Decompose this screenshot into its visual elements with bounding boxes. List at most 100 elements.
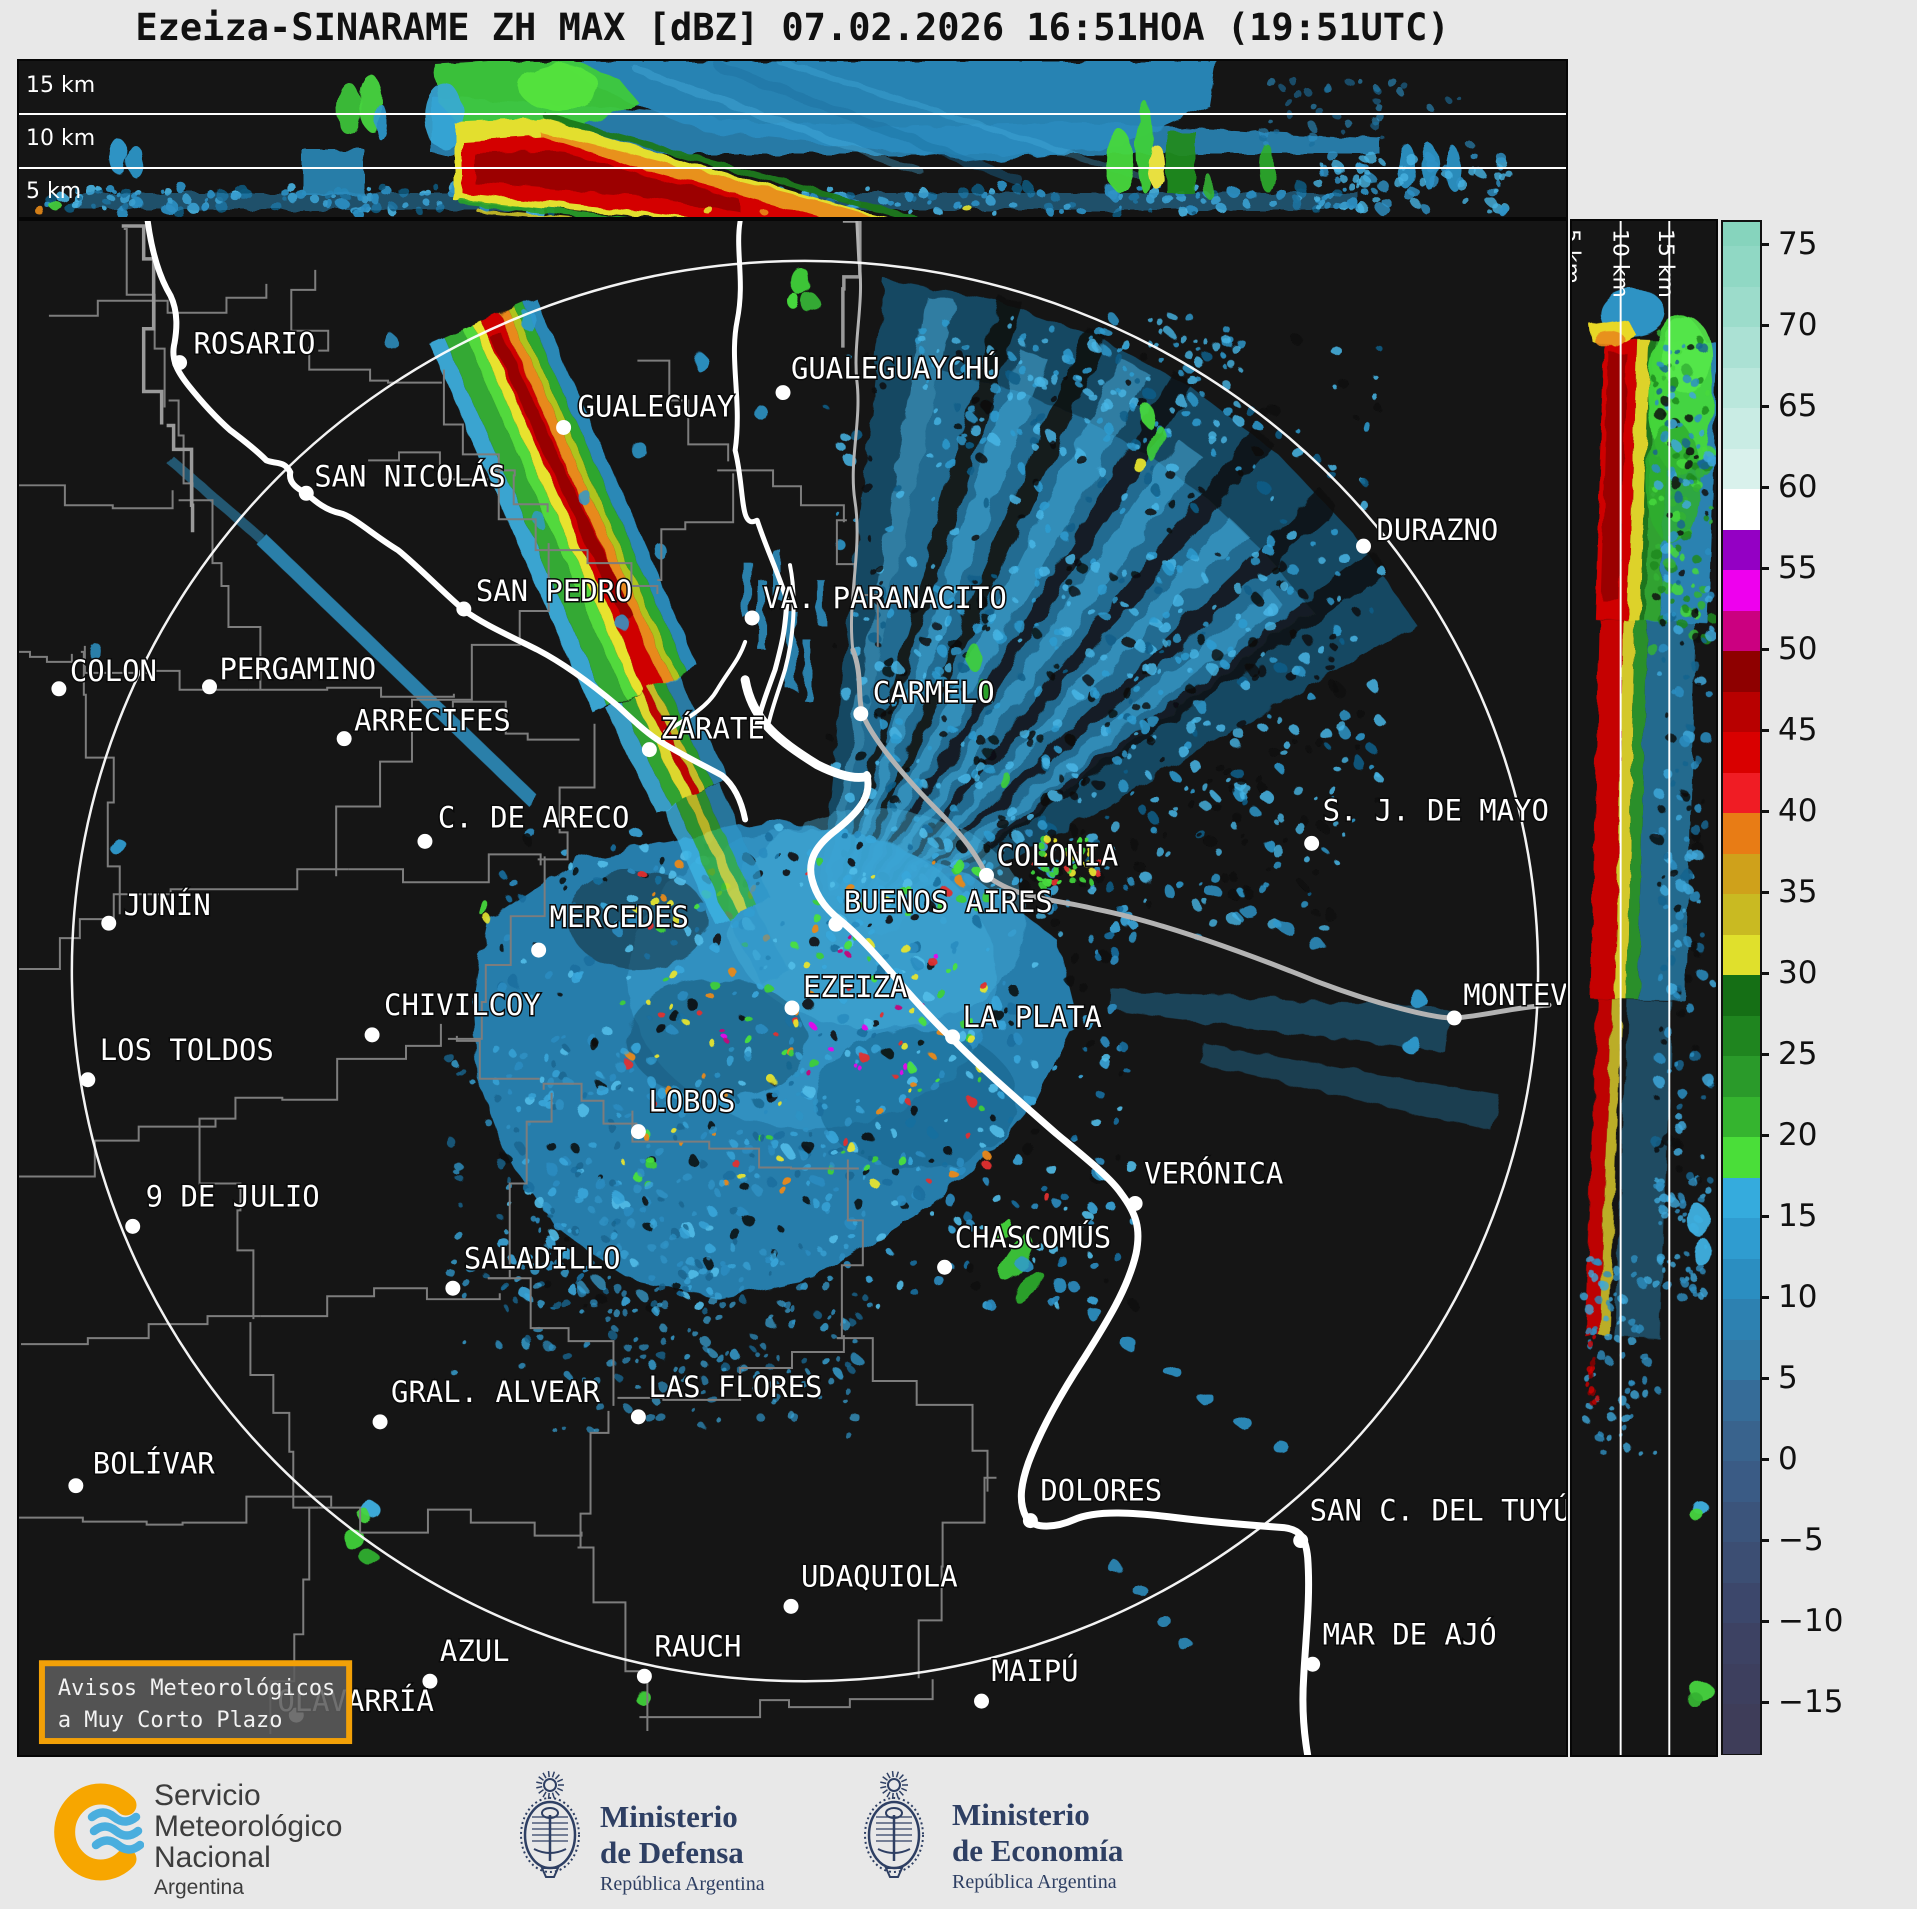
svg-text:ROSARIO: ROSARIO xyxy=(194,327,316,361)
svg-text:10 km: 10 km xyxy=(1607,229,1632,298)
colorbar-tick xyxy=(1760,972,1769,976)
svg-text:COLONIA: COLONIA xyxy=(996,838,1118,872)
svg-text:SAN NICOLÁS: SAN NICOLÁS xyxy=(314,459,505,493)
colorbar-tick-label: 35 xyxy=(1778,874,1818,911)
colorbar-tick-label: 55 xyxy=(1778,550,1818,587)
svg-text:CHASCOMÚS: CHASCOMÚS xyxy=(955,1220,1112,1254)
svg-text:VA. PARANACITO: VA. PARANACITO xyxy=(763,581,1007,615)
colorbar-tick xyxy=(1760,729,1769,733)
warning-box: Avisos Meteorológicos a Muy Corto Plazo xyxy=(38,1660,353,1745)
colorbar-segment xyxy=(1723,327,1760,369)
svg-text:VERÓNICA: VERÓNICA xyxy=(1144,1156,1283,1190)
svg-text:MAIPÚ: MAIPÚ xyxy=(991,1654,1078,1688)
footer: Servicio Meteorológico Nacional Argentin… xyxy=(0,1757,1917,1909)
svg-text:SAN PEDRO: SAN PEDRO xyxy=(476,574,633,608)
svg-text:a Muy Corto Plazo: a Muy Corto Plazo xyxy=(58,1708,283,1733)
colorbar-tick-label: −15 xyxy=(1778,1684,1844,1721)
svg-text:LOS TOLDOS: LOS TOLDOS xyxy=(100,1033,274,1067)
smn-line2: Meteorológico xyxy=(154,1809,343,1843)
svg-text:CHIVILCOY: CHIVILCOY xyxy=(384,988,541,1022)
colorbar-tick-label: 70 xyxy=(1778,307,1818,344)
svg-text:SALADILLO: SALADILLO xyxy=(464,1241,621,1275)
svg-text:UDAQUIOLA: UDAQUIOLA xyxy=(801,1559,958,1593)
svg-text:BUENOS AIRES: BUENOS AIRES xyxy=(844,885,1053,919)
economia-line1: Ministerio xyxy=(952,1797,1090,1832)
colorbar-segment xyxy=(1723,1623,1760,1665)
economia-wordmark: Ministerio de Economía República Argenti… xyxy=(952,1797,1123,1894)
colorbar-segment xyxy=(1723,813,1760,855)
svg-text:S. J. DE MAYO: S. J. DE MAYO xyxy=(1323,793,1549,827)
economia-line3: República Argentina xyxy=(952,1871,1117,1893)
colorbar-tick xyxy=(1760,891,1769,895)
svg-text:PERGAMINO: PERGAMINO xyxy=(219,652,376,686)
defensa-coat-of-arms xyxy=(520,1770,580,1878)
right-cross-section-canvas: 5 km 10 km 15 km xyxy=(1572,221,1716,1755)
colorbar-segment xyxy=(1723,222,1760,248)
svg-text:GRAL. ALVEAR: GRAL. ALVEAR xyxy=(391,1375,600,1409)
colorbar-segment xyxy=(1723,1582,1760,1625)
smn-wordmark: Servicio Meteorológico Nacional Argentin… xyxy=(154,1780,343,1899)
page-title: Ezeiza-SINARAME ZH MAX [dBZ] 07.02.2026 … xyxy=(135,6,1450,49)
radar-map: ROSARIO GUALEGUAYCHÚ GUALEGUAY SAN NICOLÁS D… xyxy=(17,219,1568,1757)
colorbar-segment xyxy=(1723,1380,1760,1422)
svg-text:9 DE JULIO: 9 DE JULIO xyxy=(146,1179,320,1213)
svg-text:C. DE ARECO: C. DE ARECO xyxy=(438,800,629,834)
colorbar-segment xyxy=(1723,1218,1760,1260)
smn-line3: Nacional xyxy=(154,1840,271,1874)
colorbar-tick xyxy=(1760,1458,1769,1462)
defensa-line1: Ministerio xyxy=(600,1799,738,1834)
svg-text:ARRECIFES: ARRECIFES xyxy=(354,704,511,738)
colorbar-tick-label: 65 xyxy=(1778,388,1818,425)
colorbar-tick xyxy=(1760,1296,1769,1300)
colorbar-segment xyxy=(1723,1299,1760,1341)
economia-line2: de Economía xyxy=(952,1833,1124,1868)
colorbar-segment xyxy=(1723,1663,1760,1706)
colorbar-segment xyxy=(1723,286,1760,329)
colorbar-tick-label: 5 xyxy=(1778,1360,1798,1397)
svg-text:15 km: 15 km xyxy=(1653,229,1678,298)
svg-text:15 km: 15 km xyxy=(26,73,95,98)
colorbar-segment xyxy=(1723,1501,1760,1544)
colorbar-tick xyxy=(1760,648,1769,652)
svg-text:MAR DE AJÓ: MAR DE AJÓ xyxy=(1323,1617,1497,1651)
vertical-cross-section-right: 5 km 10 km 15 km xyxy=(1570,219,1718,1757)
colorbar-tick-label: 0 xyxy=(1778,1441,1798,1478)
colorbar-segment xyxy=(1723,1137,1760,1179)
smn-orange-c xyxy=(54,1783,137,1881)
colorbar-segment xyxy=(1723,934,1760,977)
colorbar-tick xyxy=(1760,243,1769,247)
svg-text:AZUL: AZUL xyxy=(440,1634,510,1668)
radar-map-canvas: ROSARIO GUALEGUAYCHÚ GUALEGUAY SAN NICOLÁS D… xyxy=(19,221,1566,1755)
svg-text:GUALEGUAYCHÚ: GUALEGUAYCHÚ xyxy=(791,352,1000,386)
defensa-line3: República Argentina xyxy=(600,1873,765,1895)
svg-text:Avisos Meteorológicos: Avisos Meteorológicos xyxy=(58,1676,335,1701)
colorbar-tick xyxy=(1760,324,1769,328)
svg-text:LAS FLORES: LAS FLORES xyxy=(648,1370,822,1404)
dbz-colorbar xyxy=(1721,220,1762,1755)
colorbar-segment xyxy=(1723,408,1760,450)
colorbar-tick xyxy=(1760,810,1769,814)
city-labels: ROSARIO GUALEGUAYCHÚ GUALEGUAY SAN NICOLÁS D… xyxy=(51,325,1566,1723)
colorbar-tick xyxy=(1760,1053,1769,1057)
colorbar-tick-label: −10 xyxy=(1778,1603,1844,1640)
colorbar-tick xyxy=(1760,1701,1769,1705)
colorbar-segment xyxy=(1723,610,1760,653)
colorbar-segment xyxy=(1723,448,1760,491)
svg-text:SAN C. DEL TUYÚ: SAN C. DEL TUYÚ xyxy=(1310,1494,1566,1528)
svg-text:RAUCH: RAUCH xyxy=(654,1629,741,1663)
svg-text:BOLÍVAR: BOLÍVAR xyxy=(93,1447,215,1481)
colorbar-segment xyxy=(1723,1096,1760,1139)
colorbar-segment xyxy=(1723,691,1760,734)
colorbar-segment xyxy=(1723,1258,1760,1301)
colorbar-tick-label: 45 xyxy=(1778,712,1818,749)
colorbar-tick xyxy=(1760,567,1769,571)
colorbar-segment xyxy=(1723,529,1760,572)
smn-line4: Argentina xyxy=(154,1875,244,1899)
top-cross-section-canvas: 15 km 10 km 5 km xyxy=(19,61,1566,217)
colorbar-tick xyxy=(1760,1620,1769,1624)
colorbar-tick-label: 40 xyxy=(1778,793,1818,830)
colorbar-tick xyxy=(1760,1539,1769,1543)
smn-blue-flag xyxy=(87,1808,144,1854)
colorbar-segment xyxy=(1723,894,1760,936)
